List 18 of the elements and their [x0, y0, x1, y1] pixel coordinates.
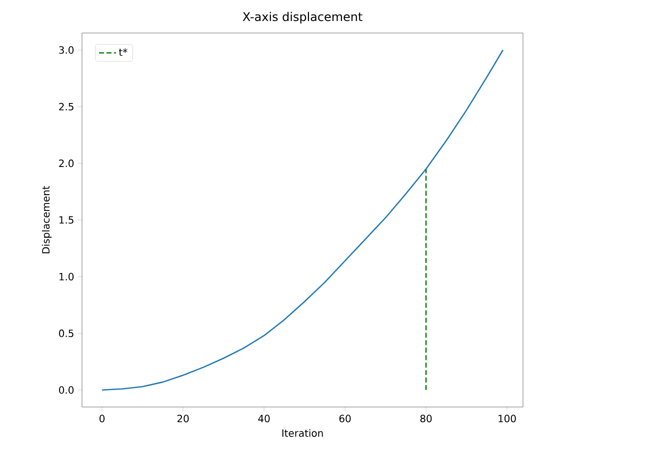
y-tick-label: 2.5 [59, 102, 74, 110]
x-tick-label: 60 [339, 414, 351, 422]
x-tick-label: 40 [258, 414, 270, 422]
x-axis-title: Iteration [282, 429, 323, 437]
y-tick-label: 3.0 [59, 46, 74, 54]
x-tick-label: 80 [420, 414, 432, 422]
line-series [101, 49, 504, 391]
x-tick-label: 100 [498, 414, 516, 422]
y-axis-title: Displacement [42, 186, 52, 254]
legend-label: t* [118, 48, 128, 56]
y-tick-label: 0.0 [59, 386, 74, 394]
x-tick-label: 20 [177, 414, 189, 422]
y-tick-label: 2.0 [59, 160, 74, 168]
x-tick-label: 0 [100, 414, 105, 422]
y-tick-label: 0.5 [59, 330, 74, 338]
y-tick-label: 1.0 [59, 272, 74, 280]
chart-title: X-axis displacement [242, 12, 362, 24]
y-tick-label: 1.5 [59, 216, 74, 224]
